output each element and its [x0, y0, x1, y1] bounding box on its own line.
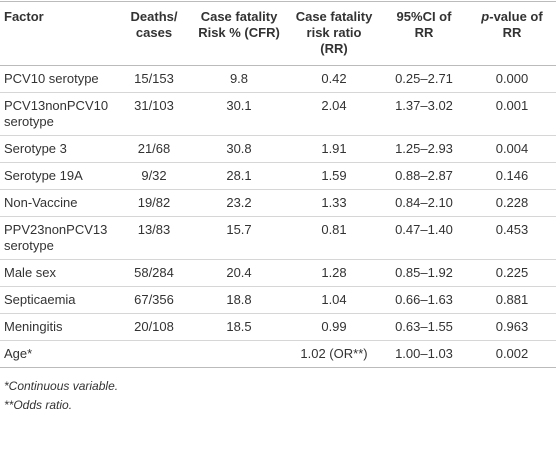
value-cell: 0.225 — [468, 259, 556, 287]
value-cell: 18.8 — [190, 286, 288, 314]
header-italic: p — [481, 9, 490, 24]
table-row: PCV13nonPCV10 serotype 31/103 30.1 2.04 1.37… — [0, 92, 556, 136]
value-cell: 0.000 — [468, 65, 556, 93]
value-cell: 20.4 — [190, 259, 288, 287]
value-cell: 1.04 — [288, 286, 380, 314]
header-text: -value of RR — [489, 9, 543, 40]
header-cell: Case fatality Risk % (CFR) — [190, 1, 288, 66]
value-cell: 0.228 — [468, 189, 556, 217]
table-row: Meningitis 20/108 18.5 0.99 0.63–1.55 0.963 — [0, 313, 556, 341]
value-cell: 30.1 — [190, 92, 288, 136]
value-cell: 0.84–2.10 — [380, 189, 468, 217]
empty-cell — [118, 340, 190, 368]
header-cell: 95%CI of RR — [380, 1, 468, 66]
table-row: PPV23nonPCV13 serotype 13/83 15.7 0.81 0.47–… — [0, 216, 556, 260]
value-cell: 1.02 (OR**) — [288, 340, 380, 368]
value-cell: 1.25–2.93 — [380, 135, 468, 163]
value-cell: 1.00–1.03 — [380, 340, 468, 368]
factor-cell: PCV10 serotype — [0, 65, 118, 93]
footnote: *Continuous variable. — [4, 379, 119, 393]
value-cell: 0.963 — [468, 313, 556, 341]
value-cell: 1.37–3.02 — [380, 92, 468, 136]
value-cell: 0.63–1.55 — [380, 313, 468, 341]
value-cell: 15.7 — [190, 216, 288, 260]
value-cell: 19/82 — [118, 189, 190, 217]
factor-cell: Age* — [0, 340, 118, 368]
header-cell: Deaths/ cases — [118, 1, 190, 66]
value-cell: 0.66–1.63 — [380, 286, 468, 314]
value-cell: 18.5 — [190, 313, 288, 341]
factor-cell: Septicaemia — [0, 286, 118, 314]
header-cell: Case fatality risk ratio (RR) — [288, 1, 380, 66]
value-cell: 1.91 — [288, 135, 380, 163]
table-row: Serotype 19A 9/32 28.1 1.59 0.88–2.87 0.146 — [0, 162, 556, 190]
factor-cell: Serotype 3 — [0, 135, 118, 163]
value-cell: 1.33 — [288, 189, 380, 217]
factor-cell: Meningitis — [0, 313, 118, 341]
value-cell: 0.42 — [288, 65, 380, 93]
empty-cell — [190, 340, 288, 368]
value-cell: 58/284 — [118, 259, 190, 287]
table-row: Male sex 58/284 20.4 1.28 0.85–1.92 0.225 — [0, 259, 556, 287]
table-body: PCV10 serotype 15/153 9.8 0.42 0.25–2.71 0.00… — [0, 65, 556, 368]
header-cell: Factor — [0, 1, 118, 66]
value-cell: 0.47–1.40 — [380, 216, 468, 260]
factor-cell: Non-Vaccine — [0, 189, 118, 217]
results-table: Factor Deaths/ cases Case fatality Risk % … — [0, 1, 556, 368]
factor-cell: Serotype 19A — [0, 162, 118, 190]
value-cell: 0.88–2.87 — [380, 162, 468, 190]
header-row: Factor Deaths/ cases Case fatality Risk % … — [0, 1, 556, 66]
value-cell: 0.99 — [288, 313, 380, 341]
table-row: PCV10 serotype 15/153 9.8 0.42 0.25–2.71 0.00… — [0, 65, 556, 93]
value-cell: 0.453 — [468, 216, 556, 260]
value-cell: 2.04 — [288, 92, 380, 136]
value-cell: 0.004 — [468, 135, 556, 163]
value-cell: 9.8 — [190, 65, 288, 93]
value-cell: 0.002 — [468, 340, 556, 368]
header-cell: p-value of RR — [468, 1, 556, 66]
footnote: **Odds ratio. — [4, 398, 73, 412]
value-cell: 31/103 — [118, 92, 190, 136]
value-cell: 0.85–1.92 — [380, 259, 468, 287]
value-cell: 0.81 — [288, 216, 380, 260]
value-cell: 15/153 — [118, 65, 190, 93]
value-cell: 23.2 — [190, 189, 288, 217]
factor-cell: PPV23nonPCV13 serotype — [0, 216, 118, 260]
value-cell: 1.28 — [288, 259, 380, 287]
value-cell: 28.1 — [190, 162, 288, 190]
value-cell: 13/83 — [118, 216, 190, 260]
factor-cell: PCV13nonPCV10 serotype — [0, 92, 118, 136]
table-row: Serotype 3 21/68 30.8 1.91 1.25–2.93 0.004 — [0, 135, 556, 163]
value-cell: 67/356 — [118, 286, 190, 314]
value-cell: 21/68 — [118, 135, 190, 163]
value-cell: 1.59 — [288, 162, 380, 190]
value-cell: 0.146 — [468, 162, 556, 190]
value-cell: 0.881 — [468, 286, 556, 314]
value-cell: 20/108 — [118, 313, 190, 341]
value-cell: 9/32 — [118, 162, 190, 190]
table-row: Septicaemia 67/356 18.8 1.04 0.66–1.63 0.881 — [0, 286, 556, 314]
table-row: Age* 1.02 (OR**) 1.00–1.03 0.002 — [0, 340, 556, 368]
footnotes: *Continuous variable. **Odds ratio. — [4, 377, 556, 415]
value-cell: 0.25–2.71 — [380, 65, 468, 93]
value-cell: 30.8 — [190, 135, 288, 163]
factor-cell: Male sex — [0, 259, 118, 287]
value-cell: 0.001 — [468, 92, 556, 136]
table-row: Non-Vaccine 19/82 23.2 1.33 0.84–2.10 0.228 — [0, 189, 556, 217]
